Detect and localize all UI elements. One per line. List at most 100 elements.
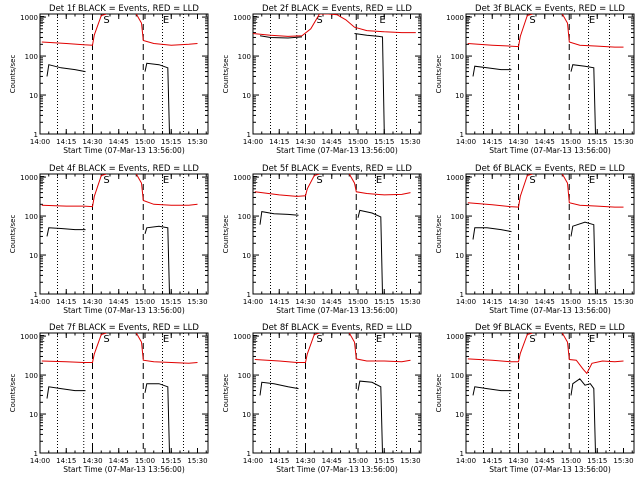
y-axis-label: Counts/sec bbox=[9, 374, 17, 413]
events-series-segment-2 bbox=[570, 64, 596, 134]
event-marker-e: E bbox=[252, 15, 258, 26]
x-tick-label: 14:30 bbox=[508, 138, 528, 146]
event-marker-s: S bbox=[529, 15, 535, 26]
y-tick-label: 10 bbox=[29, 252, 38, 260]
y-tick-label: 100 bbox=[238, 372, 251, 380]
x-tick-label: 15:15 bbox=[161, 138, 181, 146]
lld-series-segment-2 bbox=[561, 174, 624, 208]
events-series-segment-1 bbox=[259, 35, 303, 39]
chart-title: Det 8f BLACK = Events, RED = LLD bbox=[262, 323, 412, 333]
events-series-segment-1 bbox=[259, 211, 299, 225]
event-marker-e: E bbox=[39, 15, 45, 26]
x-tick-label: 14:00 bbox=[243, 457, 263, 465]
events-series-segment-2 bbox=[357, 380, 383, 453]
x-tick-label: 15:00 bbox=[135, 138, 155, 146]
x-tick-label: 14:15 bbox=[269, 457, 289, 465]
event-marker-e: E bbox=[163, 334, 169, 345]
y-tick-label: 10 bbox=[242, 252, 251, 260]
x-tick-label: 14:45 bbox=[322, 457, 342, 465]
events-series-segment-1 bbox=[472, 227, 512, 240]
x-tick-label: 15:30 bbox=[613, 298, 633, 306]
y-tick-label: 1000 bbox=[446, 14, 464, 22]
chart-panel-2: Det 2f BLACK = Events, RED = LLD 1 10 100 10… bbox=[222, 4, 422, 155]
events-series-segment-2 bbox=[570, 378, 596, 453]
y-tick-label: 1 bbox=[460, 131, 464, 139]
events-series-segment-1 bbox=[259, 381, 299, 396]
event-marker-s: S bbox=[316, 334, 322, 345]
x-tick-label: 15:00 bbox=[561, 138, 581, 146]
x-tick-label: 15:15 bbox=[161, 457, 181, 465]
chart-title: Det 1f BLACK = Events, RED = LLD bbox=[49, 4, 199, 14]
chart-panel-1: Det 1f BLACK = Events, RED = LLD 1 10 100 10… bbox=[9, 4, 209, 155]
plot-frame bbox=[39, 173, 209, 295]
x-tick-label: 14:45 bbox=[535, 298, 555, 306]
event-marker-s: S bbox=[529, 175, 535, 186]
event-marker-s: S bbox=[103, 175, 109, 186]
y-tick-label: 1 bbox=[460, 291, 464, 299]
x-tick-label: 15:15 bbox=[374, 298, 394, 306]
lld-series-segment-2 bbox=[135, 14, 198, 46]
x-tick-label: 14:30 bbox=[508, 457, 528, 465]
x-tick-label: 14:15 bbox=[56, 138, 76, 146]
plot-frame bbox=[252, 332, 422, 454]
chart-title: Det 9f BLACK = Events, RED = LLD bbox=[475, 323, 625, 333]
events-series-segment-2 bbox=[357, 209, 383, 294]
lld-series-segment-2 bbox=[135, 333, 198, 364]
y-tick-label: 10 bbox=[29, 411, 38, 419]
y-tick-label: 1 bbox=[247, 291, 251, 299]
plot-frame bbox=[39, 332, 209, 454]
y-tick-label: 1000 bbox=[233, 333, 251, 341]
y-tick-label: 100 bbox=[25, 372, 38, 380]
x-tick-label: 14:30 bbox=[82, 138, 102, 146]
x-tick-label: 14:15 bbox=[482, 298, 502, 306]
x-tick-label: 14:45 bbox=[322, 298, 342, 306]
plot-frame bbox=[465, 13, 635, 135]
x-tick-label: 14:00 bbox=[243, 138, 263, 146]
y-tick-label: 1000 bbox=[20, 174, 38, 182]
x-tick-label: 14:30 bbox=[295, 457, 315, 465]
x-tick-label: 14:45 bbox=[535, 138, 555, 146]
x-tick-label: 15:30 bbox=[187, 138, 207, 146]
event-marker-e: E bbox=[589, 15, 595, 26]
event-marker-e: E bbox=[379, 15, 385, 26]
x-axis-label: Start Time (07-Mar-13 13:56:00) bbox=[276, 306, 398, 315]
event-marker-e: E bbox=[39, 175, 45, 186]
x-tick-label: 14:00 bbox=[456, 138, 476, 146]
lld-series-segment-1 bbox=[41, 14, 107, 46]
y-axis-label: Counts/sec bbox=[435, 55, 443, 94]
event-marker-e: E bbox=[163, 175, 169, 186]
chart-panel-9: Det 9f BLACK = Events, RED = LLD 1 10 100 10… bbox=[435, 323, 635, 474]
event-marker-e: E bbox=[589, 175, 595, 186]
x-axis-label: Start Time (07-Mar-13 13:56:00) bbox=[63, 146, 185, 155]
lld-series-segment-1 bbox=[467, 174, 533, 208]
y-axis-label: Counts/sec bbox=[222, 215, 230, 254]
events-series-segment-2 bbox=[354, 33, 385, 134]
event-marker-e: E bbox=[465, 175, 471, 186]
lld-series-segment-1 bbox=[254, 333, 320, 363]
y-tick-label: 1000 bbox=[20, 333, 38, 341]
y-tick-label: 10 bbox=[242, 411, 251, 419]
lld-series-segment-1 bbox=[41, 174, 107, 208]
chart-title: Det 2f BLACK = Events, RED = LLD bbox=[262, 4, 412, 14]
x-tick-label: 15:00 bbox=[561, 298, 581, 306]
y-axis-label: Counts/sec bbox=[435, 215, 443, 254]
x-axis-label: Start Time (07-Mar-13 13:56:00) bbox=[276, 146, 398, 155]
events-series-segment-1 bbox=[46, 386, 86, 399]
plot-frame bbox=[252, 13, 422, 135]
y-tick-label: 1000 bbox=[233, 14, 251, 22]
events-series-segment-2 bbox=[144, 62, 170, 134]
event-marker-e: E bbox=[465, 15, 471, 26]
event-marker-e: E bbox=[252, 175, 258, 186]
y-axis-label: Counts/sec bbox=[9, 55, 17, 94]
lld-series-segment-1 bbox=[467, 14, 533, 48]
x-tick-label: 15:15 bbox=[587, 298, 607, 306]
event-marker-e: E bbox=[39, 334, 45, 345]
x-axis-label: Start Time (07-Mar-13 13:56:00) bbox=[489, 146, 611, 155]
y-axis-label: Counts/sec bbox=[435, 374, 443, 413]
y-tick-label: 100 bbox=[25, 53, 38, 61]
y-tick-label: 1000 bbox=[20, 14, 38, 22]
x-tick-label: 15:00 bbox=[135, 298, 155, 306]
lld-series-segment-2 bbox=[348, 174, 411, 196]
y-axis-label: Counts/sec bbox=[222, 374, 230, 413]
event-marker-s: S bbox=[316, 175, 322, 186]
